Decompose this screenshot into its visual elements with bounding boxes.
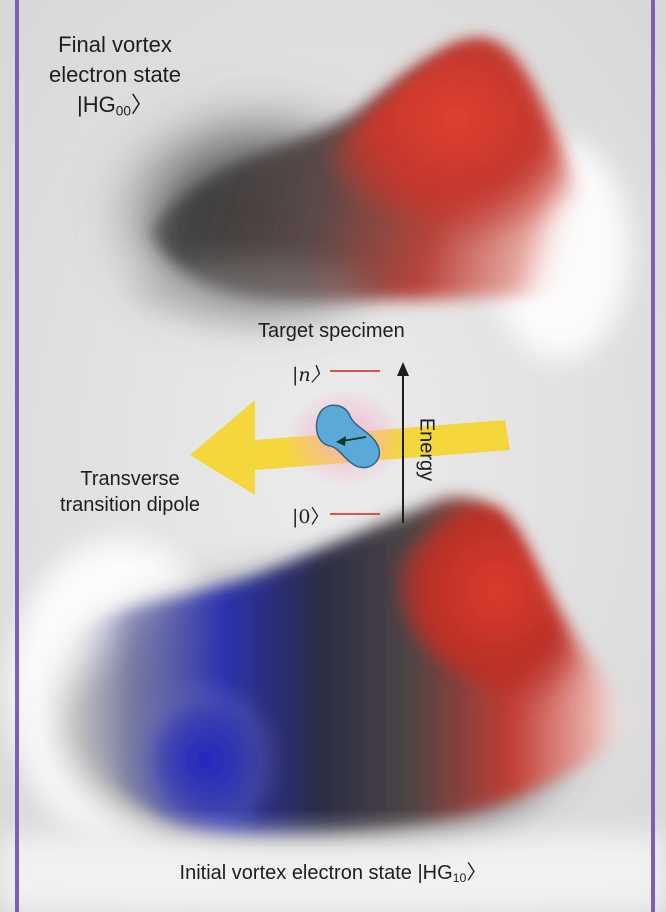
final-state-surface: [100, 40, 630, 360]
final-state-line2: electron state: [48, 62, 182, 87]
initial-state-ket-close: 〉: [466, 860, 487, 884]
dipole-line2: transition dipole: [59, 494, 201, 516]
energy-label: Energy: [415, 417, 438, 482]
target-specimen-label: Target specimen: [258, 320, 405, 342]
left-border-line: [15, 0, 19, 912]
dipole-arrow-small: [336, 436, 367, 446]
initial-state-label: Initial vortex electron state |HG10〉: [0, 856, 666, 885]
lower-level-label: |0〉: [292, 506, 330, 528]
final-state-label: Final vortex electron state |HG00〉: [30, 30, 200, 126]
initial-state-surface: [0, 497, 666, 912]
final-state-line1: Final vortex: [58, 32, 172, 57]
dipole-line1: Transverse: [80, 468, 180, 490]
initial-state-text: Initial vortex electron state |HG: [179, 862, 453, 884]
upper-level-label: |n〉: [292, 364, 330, 386]
right-border-line: [651, 0, 655, 912]
dipole-label: Transverse transition dipole: [30, 466, 230, 518]
initial-state-sub: 10: [452, 871, 467, 886]
final-state-ket: |HG00〉: [77, 92, 153, 119]
energy-arrow: [397, 362, 409, 523]
target-specimen-molecule: [315, 404, 381, 469]
